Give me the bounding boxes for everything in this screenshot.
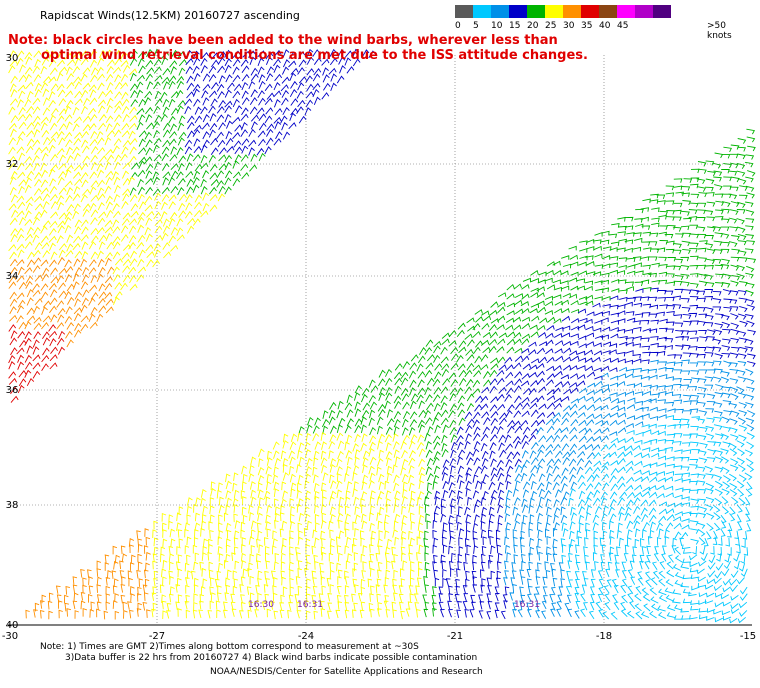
legend-swatch (455, 5, 473, 18)
legend-labels: 0 5 10 15 20 25 30 35 40 45 >50 knots (455, 21, 732, 41)
lat-tick-label: 40 (6, 620, 19, 631)
legend-swatch (473, 5, 491, 18)
legend-unit: >50 knots (707, 21, 732, 41)
legend-label: 45 (617, 21, 629, 31)
footer-credit: NOAA/NESDIS/Center for Satellite Applica… (210, 667, 483, 677)
legend-swatch (581, 5, 599, 18)
lat-tick-label: 34 (6, 271, 19, 282)
axis-ticks: -30 -27 -24 -21 -18 -15 30 32 34 36 38 40 (2, 53, 756, 642)
wind-speed-legend: 0 5 10 15 20 25 30 35 40 45 >50 knots (455, 5, 732, 41)
time-label: 16:31 (297, 600, 323, 610)
legend-label: 30 (563, 21, 575, 31)
legend-label: 20 (527, 21, 539, 31)
wind-barb-swaths (8, 48, 757, 624)
note-line-2: optimal wind retrieval conditions are me… (41, 48, 588, 63)
legend-label: 10 (491, 21, 503, 31)
legend-label: 35 (581, 21, 593, 31)
time-label: 16:30 (248, 600, 274, 610)
legend-swatch (599, 5, 617, 18)
legend-swatch (545, 5, 563, 18)
lon-tick-label: -30 (2, 631, 18, 642)
lon-tick-label: -24 (298, 631, 314, 642)
legend-swatch (653, 5, 671, 18)
legend-swatch (617, 5, 635, 18)
note-line-1: Note: black circles have been added to t… (8, 33, 558, 48)
legend-swatch (491, 5, 509, 18)
lat-lon-grid (8, 55, 752, 626)
lon-tick-label: -21 (447, 631, 463, 642)
lat-tick-label: 30 (6, 53, 19, 64)
legend-label: 0 (455, 21, 461, 31)
legend-swatch (527, 5, 545, 18)
map-title: Rapidscat Winds(12.5KM) 20160727 ascendi… (40, 9, 300, 22)
lon-tick-label: -15 (740, 631, 756, 642)
legend-swatch (509, 5, 527, 18)
legend-label: 40 (599, 21, 611, 31)
legend-label: 15 (509, 21, 521, 31)
legend-swatch (635, 5, 653, 18)
footer-note-2: 3)Data buffer is 22 hrs from 20160727 4)… (65, 653, 478, 663)
legend-label: 5 (473, 21, 479, 31)
lat-tick-label: 38 (6, 500, 19, 511)
time-label: 16:31 (514, 600, 540, 610)
lat-tick-label: 36 (6, 385, 19, 396)
contamination-note: Note: black circles have been added to t… (8, 33, 588, 63)
legend-label: 25 (545, 21, 557, 31)
legend-swatch (563, 5, 581, 18)
lon-tick-label: -27 (149, 631, 165, 642)
legend-swatches (455, 5, 671, 18)
lat-tick-label: 32 (6, 159, 19, 170)
lon-tick-label: -18 (596, 631, 612, 642)
footer-note-1: Note: 1) Times are GMT 2)Times along bot… (40, 642, 419, 652)
